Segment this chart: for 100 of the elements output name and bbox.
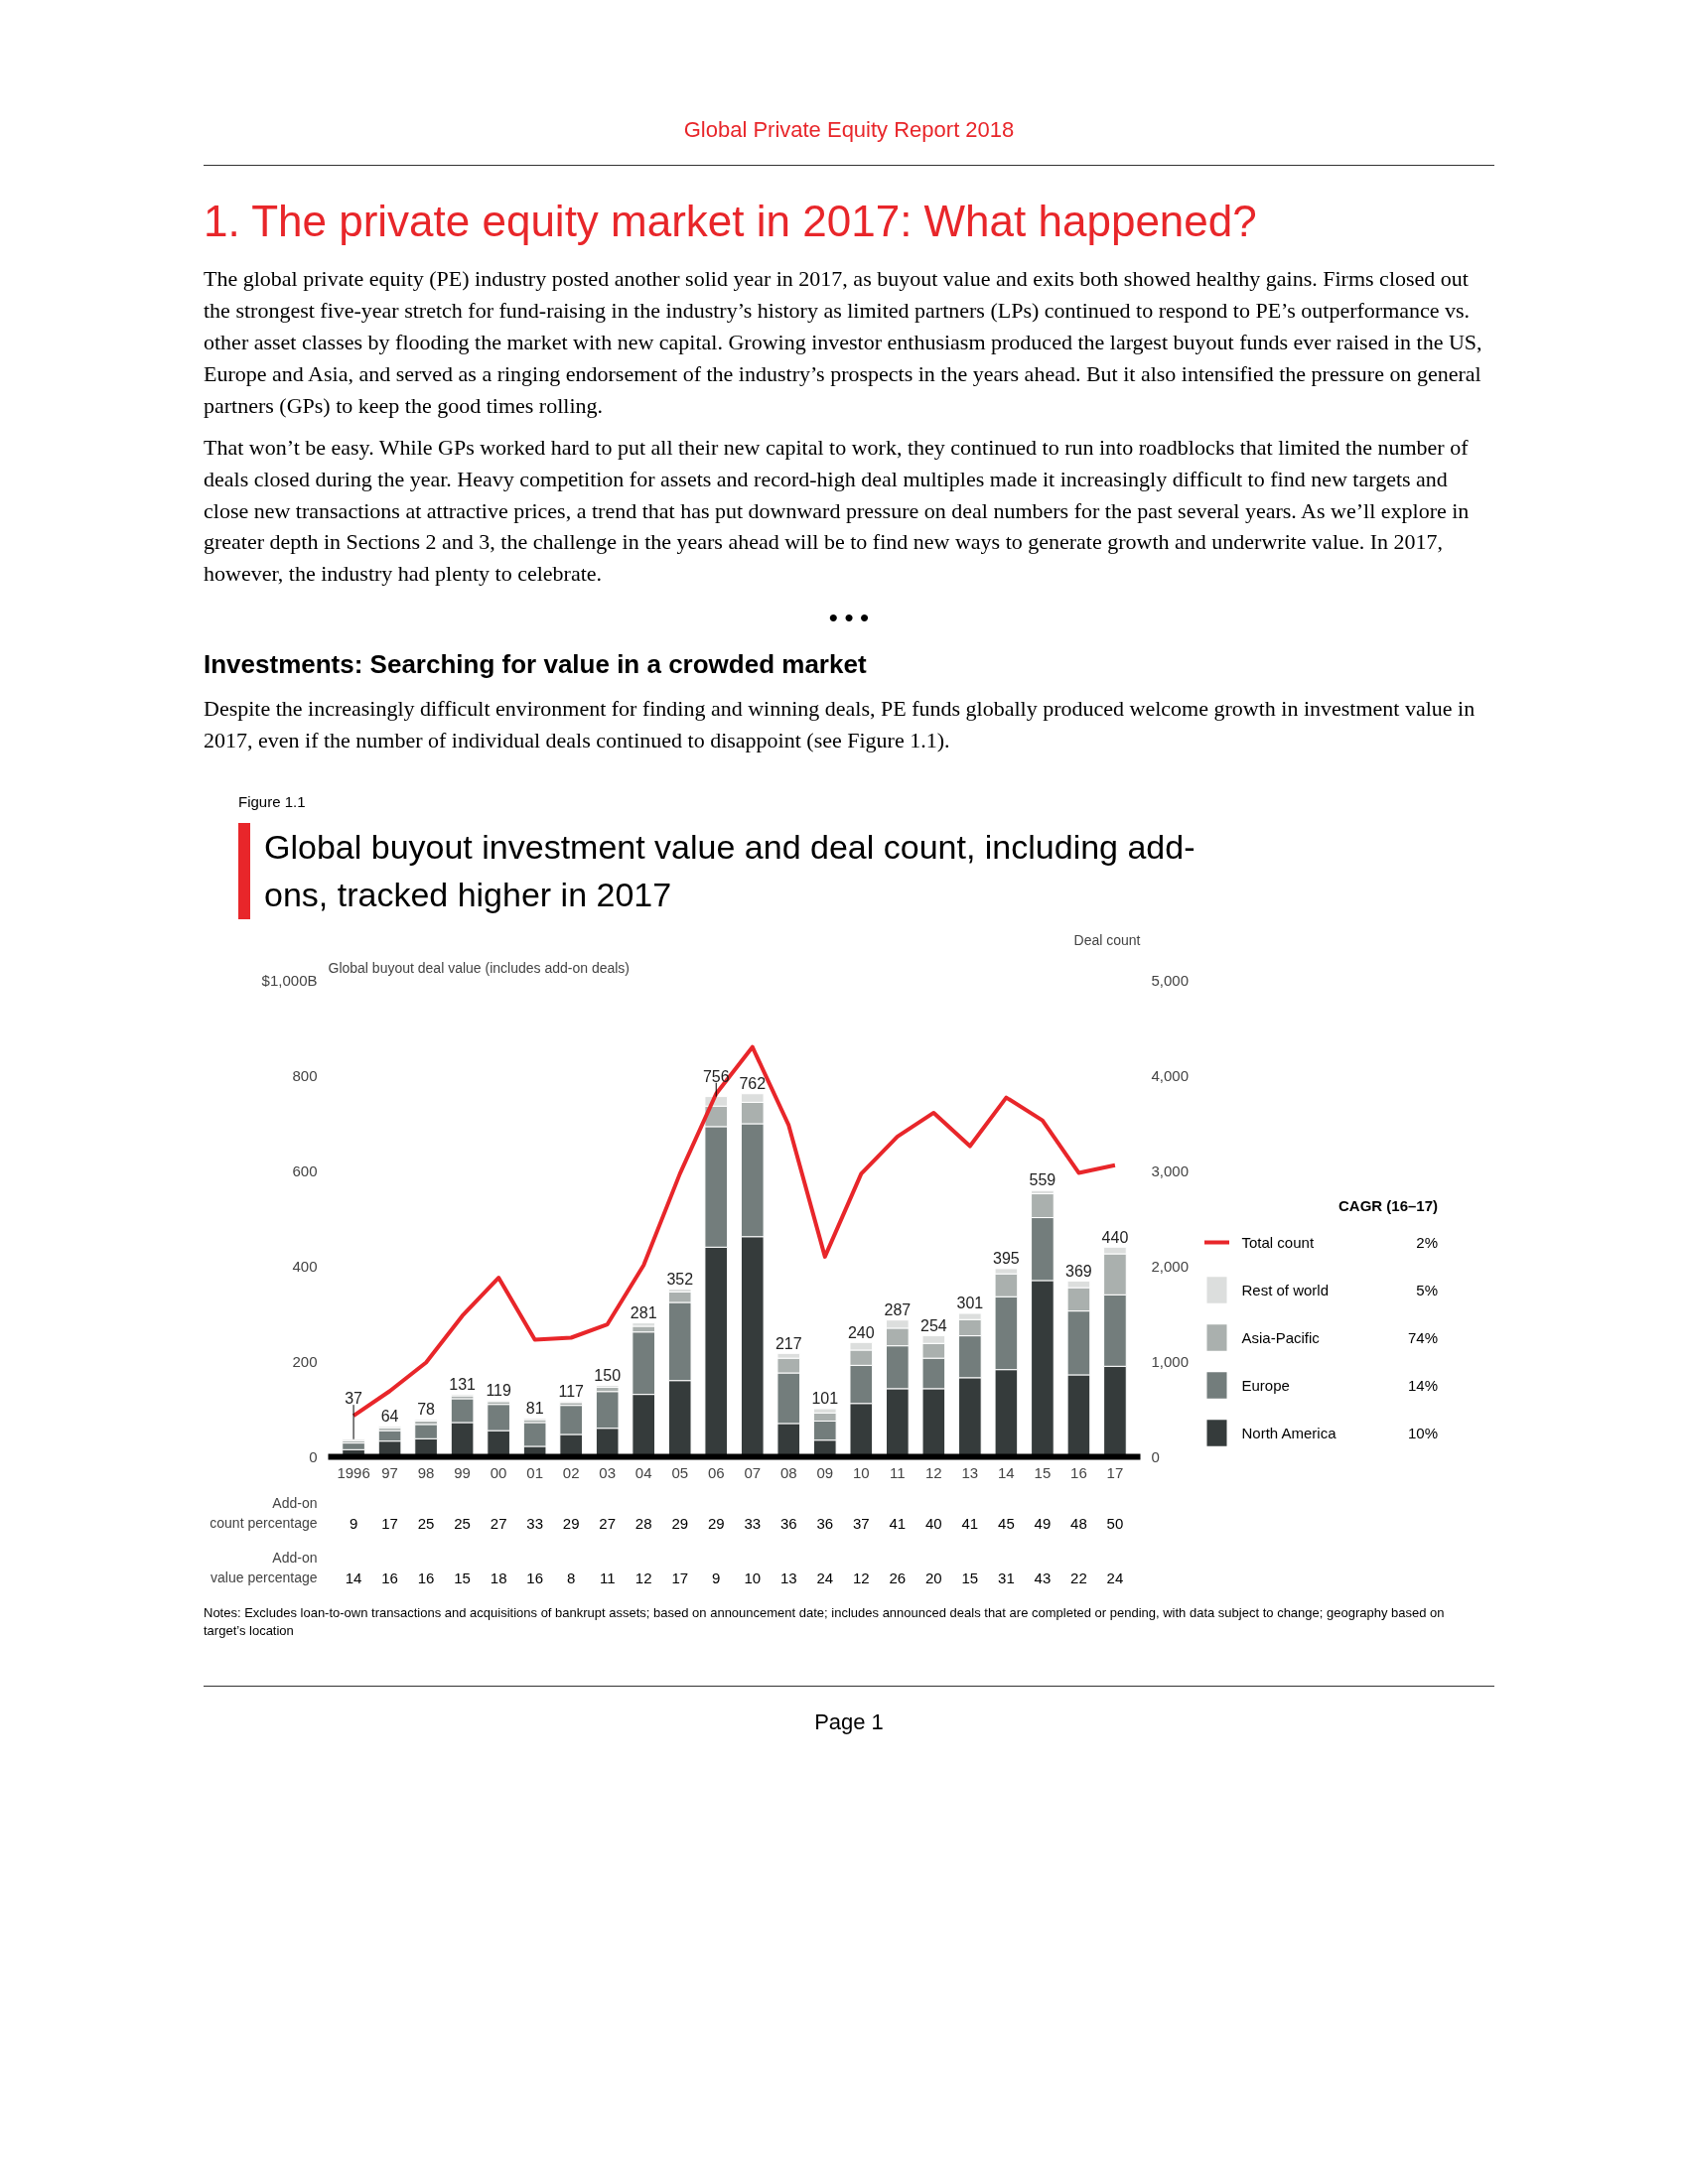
text: 43 (1034, 1569, 1052, 1586)
text: That won’t be easy. While GPs worked hard to put all their new capital to work, they continued to run into roadblocks that limited the number of deals closed during the year. Heavy competition for assets and record-high deal multiples made it increasingly difficult to find new targets and close new transactions at attractive prices, a trend that has put downward pressure on deal numbers for the past several years. As we’ll explore in greater depth in Sections 2 and 3, the challenge in the years ahead will be to find new ways to generate growth and underwrite value. In 2017, however, the industry had plenty to celebrate. (204, 433, 1471, 589)
text: 1. The private equity market in 2017: What happened? (204, 196, 1257, 248)
y-tick-label: 400 (292, 1257, 318, 1275)
text: 18 (490, 1569, 507, 1586)
text: 29 (707, 1514, 725, 1532)
text: 17 (381, 1514, 398, 1532)
y-tick-label: 200 (292, 1352, 318, 1370)
text: 10% (1407, 1424, 1439, 1441)
total-label: 78 (417, 1401, 436, 1419)
total-label: 352 (666, 1270, 694, 1288)
text: 5% (1416, 1281, 1439, 1298)
total-label: 287 (884, 1300, 912, 1318)
text: 40 (925, 1514, 942, 1532)
legend-title: CAGR (16–17) (1337, 1196, 1439, 1214)
x-tick-label: 04 (634, 1463, 652, 1481)
x-tick-label: 07 (744, 1463, 762, 1481)
x-tick-label: 09 (816, 1463, 834, 1481)
y2-tick-label: 4,000 (1151, 1066, 1190, 1084)
x-tick-label: 12 (925, 1463, 942, 1481)
text: 9 (349, 1514, 358, 1532)
x-tick-label: 15 (1034, 1463, 1052, 1481)
legend-label: Asia-Pacific (1241, 1328, 1321, 1346)
text: 14% (1407, 1376, 1439, 1394)
total-label: 301 (956, 1295, 984, 1311)
text: 16 (417, 1569, 435, 1586)
x-tick-label: 97 (381, 1463, 398, 1481)
total-label: 254 (920, 1316, 947, 1334)
y2-tick-label: 2,000 (1151, 1257, 1190, 1275)
x-tick-label: 1996 (337, 1463, 370, 1481)
x-tick-label: 02 (562, 1463, 580, 1481)
caption: Figure 1.1 (238, 792, 306, 813)
text: 45 (998, 1514, 1015, 1532)
text: 29 (671, 1514, 689, 1532)
text: • • • (828, 603, 870, 635)
text: 9 (712, 1569, 721, 1586)
y2-tick-label: 1,000 (1151, 1352, 1190, 1370)
text: 10 (744, 1569, 762, 1586)
x-tick-label: 99 (454, 1463, 471, 1481)
total-label: 369 (1065, 1262, 1092, 1280)
y2-axis-title: Deal count (1073, 931, 1141, 948)
text: 29 (562, 1514, 580, 1532)
text: The global private equity (PE) industry posted another solid year in 2017, as buyout value and exits both showed healthy gains. Firms closed out the strongest five-year stretch for fund-raising in the industry’s history as limited partners (LPs) continued to respond to PE’s outperformance vs. other asset classes by flooding the market with new capital. Growing investor enthusiasm produced the largest buyout funds ever raised in the US, Europe and Asia, and served as a ringing endorsement of the industry’s prospects in the years ahead. But it also intensified the pressure on general partners (GPs) to keep the good times rolling. (204, 265, 1483, 420)
text: 33 (526, 1514, 543, 1532)
text: 28 (634, 1514, 652, 1532)
x-tick-label: 13 (961, 1463, 979, 1481)
total-label: 64 (380, 1407, 399, 1425)
text: 8 (567, 1569, 576, 1586)
x-tick-label: 03 (599, 1463, 617, 1481)
x-tick-label: 00 (490, 1463, 507, 1481)
text: 15 (454, 1569, 471, 1586)
total-label: 101 (811, 1390, 839, 1407)
total-label: 762 (739, 1074, 767, 1092)
text: 31 (998, 1569, 1015, 1586)
total-label: 81 (525, 1399, 544, 1417)
total-label: 119 (486, 1381, 511, 1399)
y-tick-label: 600 (292, 1161, 318, 1179)
text: 37 (852, 1514, 870, 1532)
text: 24 (816, 1569, 834, 1586)
text: 14 (345, 1569, 362, 1586)
total-label: 217 (774, 1334, 802, 1352)
text: 11 (599, 1569, 616, 1586)
legend-label: North America (1241, 1424, 1337, 1441)
y-tick-label: 800 (292, 1066, 318, 1084)
text: Investments: Searching for value in a crowded market (204, 648, 867, 682)
x-tick-label: 06 (707, 1463, 725, 1481)
y2-tick-label: 3,000 (1151, 1161, 1190, 1179)
total-label: 117 (558, 1382, 585, 1400)
legend-label: Rest of world (1241, 1281, 1330, 1298)
text: 36 (816, 1514, 834, 1532)
total-label: 281 (630, 1303, 657, 1321)
text: 27 (599, 1514, 617, 1532)
total-label: 395 (993, 1249, 1020, 1267)
text: Despite the increasingly difficult environment for finding and winning deals, PE funds globally produced welcome growth in investment value in 2017, even if the number of individual deals continued to disappoint (see Figure 1.1). (204, 695, 1477, 755)
total-label: 240 (847, 1323, 875, 1341)
x-tick-label: 08 (779, 1463, 797, 1481)
total-label: 150 (594, 1366, 622, 1384)
text: 12 (634, 1569, 652, 1586)
total-label: 559 (1029, 1171, 1056, 1189)
text: 27 (490, 1514, 507, 1532)
x-tick-label: 11 (890, 1463, 906, 1481)
text: 16 (381, 1569, 398, 1586)
legend-label: Europe (1241, 1376, 1290, 1394)
text: 25 (417, 1514, 435, 1532)
x-tick-label: 98 (417, 1463, 435, 1481)
text: 12 (852, 1569, 870, 1586)
total-label: 440 (1101, 1228, 1129, 1246)
x-tick-label: 16 (1070, 1463, 1087, 1481)
text: 41 (889, 1514, 907, 1532)
text: Global Private Equity Report 2018 (683, 116, 1015, 144)
x-tick-label: 05 (671, 1463, 689, 1481)
x-tick-label: 14 (998, 1463, 1015, 1481)
y-axis-title: Global buyout deal value (includes add-on deals) (328, 959, 631, 976)
text: Notes: Excludes loan-to-own transactions and acquisitions of bankrupt assets; based on announcement date; includes announced deals that are completed or pending, with data subject to change; geography based on target’s location (204, 1603, 1445, 1641)
text: 16 (526, 1569, 543, 1586)
text: 17 (671, 1569, 689, 1586)
text: 26 (889, 1569, 907, 1586)
y2-tick-label: 5,000 (1151, 971, 1190, 989)
chart-title: Global buyout investment value and deal count, including add-ons, tracked higher in 2017 (264, 826, 1196, 916)
text: 22 (1070, 1569, 1087, 1586)
